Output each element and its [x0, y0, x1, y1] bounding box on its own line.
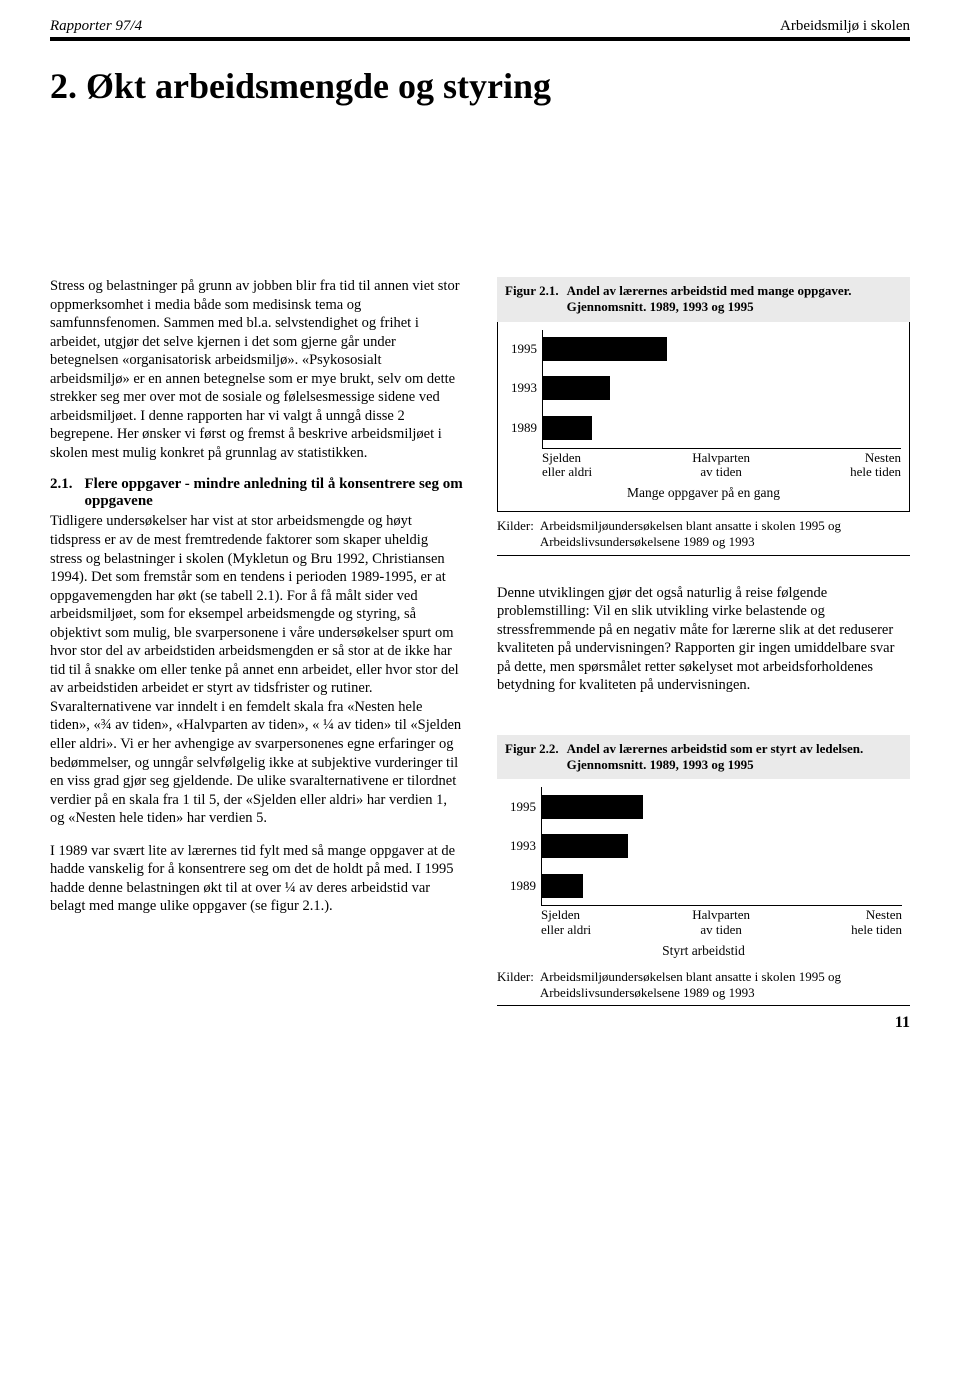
page-title: 2. Økt arbeidsmengde og styring — [50, 65, 910, 107]
bar-row: 1993 — [542, 827, 902, 866]
chart-plot-area: 199519931989 — [542, 330, 901, 449]
bar-category-label: 1995 — [510, 799, 536, 815]
figure-caption: Figur 2.2. Andel av lærernes arbeidstid … — [497, 735, 910, 780]
bar — [543, 416, 592, 440]
figure-number: Figur 2.2. — [505, 741, 559, 774]
bar-chart: 199519931989 Sjelden eller aldri Halvpar… — [497, 779, 910, 959]
page: Rapporter 97/4 Arbeidsmiljø i skolen 2. … — [0, 0, 960, 1050]
bar-row: 1989 — [542, 866, 902, 905]
bar — [542, 834, 628, 858]
bar-category-label: 1989 — [511, 420, 537, 436]
chart-plot-area: 199519931989 — [541, 787, 902, 906]
axis-label-left: Sjelden eller aldri — [542, 451, 592, 480]
bar-row: 1995 — [542, 787, 902, 826]
figure-title-text: Andel av lærernes arbeidstid med mange o… — [567, 283, 902, 316]
bar — [542, 874, 583, 898]
section-number: 2.1. — [50, 476, 73, 510]
x-axis-title: Mange oppgaver på en gang — [498, 485, 909, 501]
bar — [542, 795, 643, 819]
section-title: Flere oppgaver - mindre anledning til å … — [85, 476, 464, 510]
axis-label-right: Nesten hele tiden — [850, 451, 901, 480]
two-column-layout: Stress og belastninger på grunn av jobbe… — [50, 277, 910, 1032]
bar — [543, 337, 667, 361]
bar-category-label: 1989 — [510, 878, 536, 894]
divider — [497, 1005, 910, 1006]
sources-text: Arbeidsmiljøundersøkelsen blant ansatte … — [540, 969, 910, 1002]
axis-label-left: Sjelden eller aldri — [541, 908, 591, 937]
bar-row: 1989 — [543, 408, 901, 447]
left-column: Stress og belastninger på grunn av jobbe… — [50, 277, 463, 1032]
running-header: Rapporter 97/4 Arbeidsmiljø i skolen — [50, 18, 910, 41]
bar-chart: 199519931989 Sjelden eller aldri Halvpar… — [497, 322, 910, 513]
sources-label: Kilder: — [497, 969, 534, 1002]
axis-label-mid: Halvparten av tiden — [692, 451, 750, 480]
divider — [497, 555, 910, 556]
sources-text: Arbeidsmiljøundersøkelsen blant ansatte … — [540, 518, 910, 551]
figure-number: Figur 2.1. — [505, 283, 559, 316]
sources-label: Kilder: — [497, 518, 534, 551]
paragraph: Denne utviklingen gjør det også naturlig… — [497, 584, 910, 695]
bar-category-label: 1993 — [511, 380, 537, 396]
x-axis-labels: Sjelden eller aldri Halvparten av tiden … — [542, 451, 901, 480]
bar — [543, 376, 610, 400]
figure-sources: Kilder: Arbeidsmiljøundersøkelsen blant … — [497, 518, 910, 551]
paragraph: I 1989 var svært lite av lærernes tid fy… — [50, 842, 463, 916]
bar-row: 1995 — [543, 330, 901, 369]
figure-title-text: Andel av lærernes arbeidstid som er styr… — [567, 741, 902, 774]
header-right: Arbeidsmiljø i skolen — [780, 18, 910, 35]
figure-caption: Figur 2.1. Andel av lærernes arbeidstid … — [497, 277, 910, 322]
bar-row: 1993 — [543, 369, 901, 408]
figure-sources: Kilder: Arbeidsmiljøundersøkelsen blant … — [497, 969, 910, 1002]
right-column: Figur 2.1. Andel av lærernes arbeidstid … — [497, 277, 910, 1032]
x-axis-labels: Sjelden eller aldri Halvparten av tiden … — [541, 908, 902, 937]
figure-2-2: Figur 2.2. Andel av lærernes arbeidstid … — [497, 735, 910, 959]
axis-label-mid: Halvparten av tiden — [692, 908, 750, 937]
page-number: 11 — [497, 1014, 910, 1032]
axis-label-right: Nesten hele tiden — [851, 908, 902, 937]
header-left: Rapporter 97/4 — [50, 18, 142, 35]
paragraph: Stress og belastninger på grunn av jobbe… — [50, 277, 463, 462]
bar-category-label: 1995 — [511, 341, 537, 357]
x-axis-title: Styrt arbeidstid — [497, 943, 910, 959]
bar-category-label: 1993 — [510, 838, 536, 854]
figure-2-1: Figur 2.1. Andel av lærernes arbeidstid … — [497, 277, 910, 512]
paragraph: Tidligere undersøkelser har vist at stor… — [50, 512, 463, 827]
section-heading: 2.1. Flere oppgaver - mindre anledning t… — [50, 476, 463, 510]
